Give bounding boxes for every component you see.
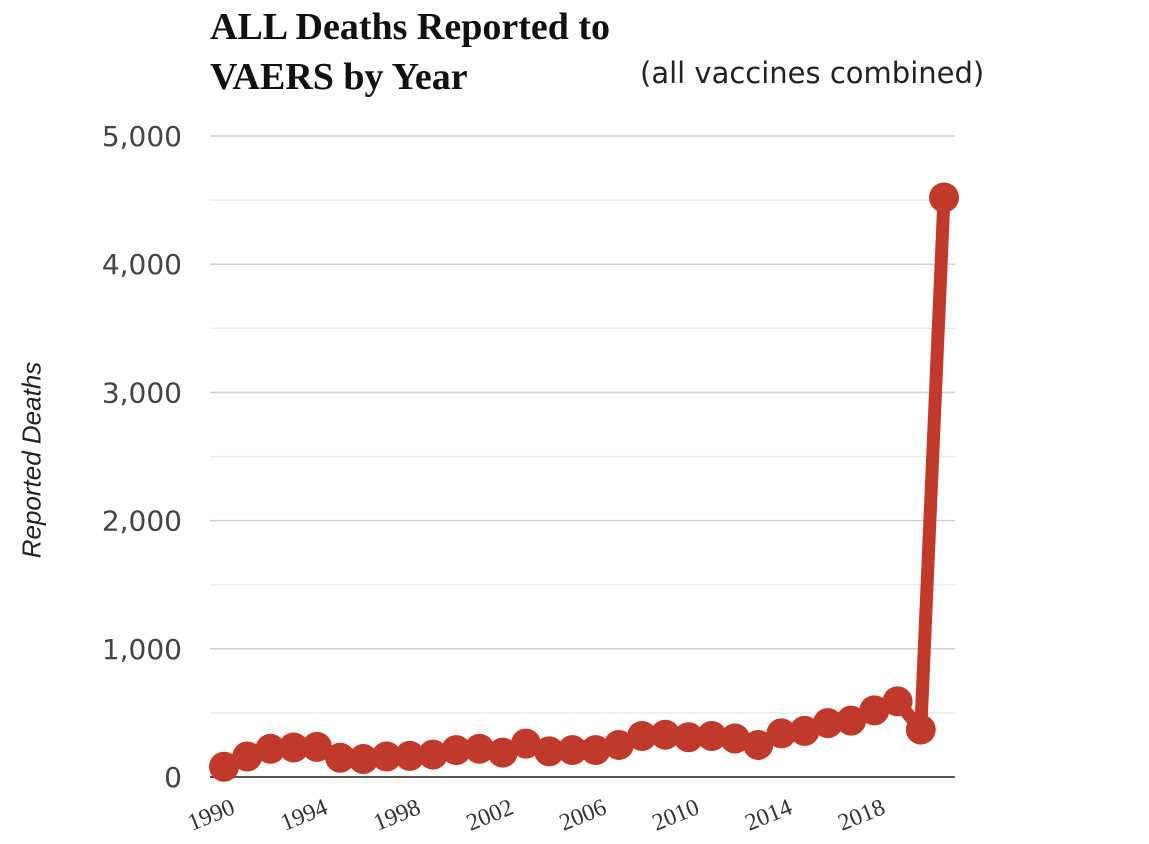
data-point	[441, 735, 472, 766]
data-point	[673, 722, 704, 753]
data-point	[487, 737, 518, 768]
series-line	[217, 191, 951, 774]
data-point	[836, 705, 867, 736]
data-point	[882, 686, 913, 717]
data-point	[325, 742, 356, 773]
data-point	[301, 731, 332, 762]
chart-title-line-2: VAERS by Year	[210, 56, 468, 98]
data-point	[789, 715, 820, 746]
data-point	[743, 729, 774, 760]
chart-title-line-1: ALL Deaths Reported to	[210, 6, 611, 48]
data-point	[278, 732, 309, 763]
x-tick-label: 1998	[370, 794, 424, 836]
y-tick-label: 4,000	[102, 248, 182, 281]
x-axis-ticks: 1990 1994 1998 2002 2006 2010 2014 2018	[184, 794, 889, 836]
data-point	[650, 719, 681, 750]
data-point	[580, 735, 611, 766]
data-point	[603, 729, 634, 760]
data-point	[534, 736, 565, 767]
data-point	[371, 741, 402, 772]
data-point	[464, 733, 495, 764]
y-tick-label: 5,000	[102, 120, 182, 153]
chart-subtitle: (all vaccines combined)	[640, 56, 985, 90]
series-reported-deaths	[209, 182, 959, 782]
x-tick-label: 2018	[835, 794, 889, 836]
data-point	[557, 735, 588, 766]
y-tick-label: 2,000	[102, 505, 182, 538]
x-tick-label: 1990	[184, 794, 238, 836]
data-point	[232, 741, 263, 772]
data-point	[348, 744, 379, 775]
data-point	[394, 740, 425, 771]
y-tick-label: 3,000	[102, 376, 182, 409]
y-tick-label: 0	[164, 761, 182, 794]
data-point	[929, 182, 959, 213]
x-tick-label: 2006	[556, 794, 610, 836]
y-axis-ticks: 0 1,000 2,000 3,000 4,000 5,000	[102, 120, 182, 794]
x-tick-label: 1994	[277, 794, 331, 836]
data-point	[255, 733, 286, 764]
data-point	[766, 718, 797, 749]
x-tick-label: 2014	[742, 794, 796, 836]
data-point	[510, 728, 541, 759]
data-point	[859, 695, 890, 726]
data-point	[627, 720, 658, 751]
data-point	[696, 720, 727, 751]
x-tick-label: 2002	[463, 794, 517, 836]
data-point	[209, 751, 239, 782]
x-tick-label: 2010	[649, 794, 703, 836]
y-tick-label: 1,000	[102, 633, 182, 666]
data-point	[418, 739, 449, 770]
data-point	[719, 723, 750, 754]
data-point	[905, 714, 936, 745]
grid-lines	[210, 135, 955, 714]
data-point	[812, 708, 843, 739]
